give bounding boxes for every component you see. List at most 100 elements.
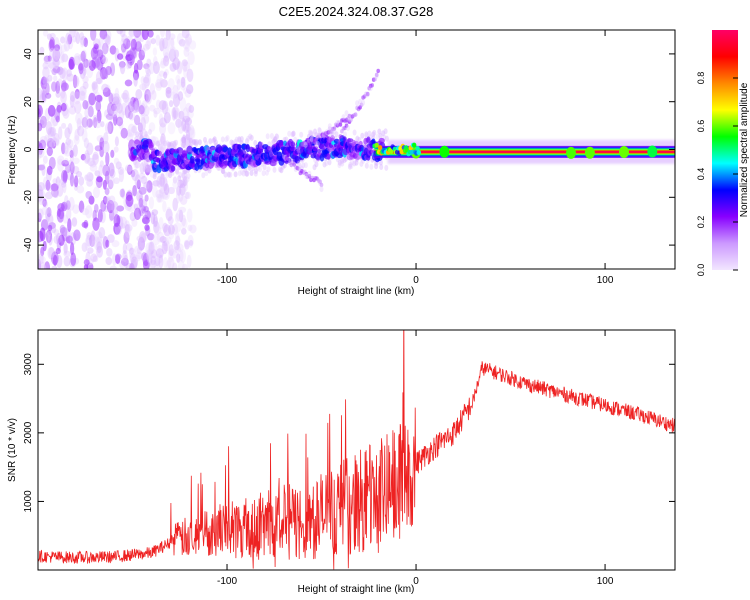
snr-y-ticks: 1000 2000 3000 [23, 353, 675, 513]
spectrogram-blob [73, 229, 81, 241]
spectrogram-blob [158, 100, 167, 111]
spectrogram-blob [303, 141, 308, 148]
spectrogram-blob [152, 61, 160, 75]
spectrogram-blob [273, 136, 278, 143]
spectrogram-blob [63, 243, 68, 254]
spectrogram-blob [312, 145, 319, 152]
spectrogram-blob [245, 170, 249, 177]
spectrogram-blob [144, 66, 150, 75]
spectrogram-blob [174, 139, 179, 146]
spectrogram-blob [153, 259, 160, 269]
spectrogram-blob [68, 105, 77, 115]
spectrogram-blob [154, 257, 161, 267]
spectrogram-blob [197, 164, 203, 170]
spectrogram-blob [72, 74, 78, 89]
spectrogram-blob [187, 234, 194, 248]
spectrogram-blob [136, 235, 144, 242]
spectrogram-blob [159, 122, 167, 136]
spectrogram-blob [372, 129, 377, 136]
spectrogram-blob [152, 173, 157, 180]
spectrogram-blob [194, 139, 199, 146]
spectrogram-blob [214, 139, 218, 146]
spectrogram-blob [91, 81, 98, 90]
chart-title: C2E5.2024.324.08.37.G28 [279, 4, 434, 19]
spectrogram-blob [165, 86, 172, 94]
spectrogram-blob [188, 129, 195, 139]
spectrogram-blob [47, 130, 56, 143]
spectrogram-blob [113, 214, 121, 228]
spectrogram-blob [353, 112, 358, 117]
spectrogram-blob [370, 83, 375, 88]
spectrogram-blob [94, 231, 103, 243]
spectrogram-blob [185, 33, 192, 46]
spectrogram-blob [237, 137, 242, 143]
spectrogram-blob [159, 235, 167, 243]
spectrogram-blob [141, 161, 146, 167]
spectrogram-blob [355, 100, 360, 107]
spectrogram-blob [128, 247, 136, 259]
spectrogram-blob [179, 183, 186, 196]
spectrogram-blob [46, 33, 53, 41]
spectrogram-blob [139, 162, 145, 174]
spectrogram-blob [171, 107, 177, 121]
spectrogram-blob [53, 229, 60, 236]
spectrogram-blob [38, 104, 43, 118]
spectrogram-blob [167, 38, 175, 50]
spectrogram-blob [125, 194, 134, 207]
spectrogram-blob [56, 155, 65, 166]
spectrogram-blob [65, 32, 71, 45]
spectrogram-blob [165, 171, 170, 179]
spectrogram-blob [184, 43, 191, 52]
colorbar-tick-label: 0.6 [696, 120, 706, 133]
spectrogram-blob [155, 81, 163, 89]
spectrogram-blob [155, 34, 161, 46]
spectrogram-blob [208, 137, 213, 144]
spectrogram-blob [140, 116, 146, 131]
spectrogram-blob [86, 142, 94, 156]
spectrogram-blob [176, 32, 184, 45]
spectrogram-blob [62, 170, 68, 184]
spectrogram-blob [349, 117, 353, 122]
spectrogram-blob [45, 82, 50, 96]
spectrogram-blob [155, 189, 163, 199]
spectrogram-blob [128, 30, 137, 37]
spectrogram-blob [182, 168, 187, 175]
spectrogram-blob [45, 179, 51, 191]
spectrogram-blob [168, 172, 173, 179]
spectrogram-blob [152, 233, 161, 245]
spectrogram-blob [374, 72, 379, 79]
spectrogram-blob [130, 256, 139, 269]
spectrogram-blob [182, 60, 188, 73]
spectrogram-blob [44, 92, 52, 99]
spectrogram-blob [78, 62, 84, 75]
spectrogram-blob [138, 197, 144, 208]
spectrogram-blob [126, 129, 133, 138]
spectrogram-blob [38, 189, 45, 200]
spectrogram-blob [253, 170, 258, 177]
spectrogram-blob [159, 189, 166, 198]
spectrogram-blob [86, 171, 94, 182]
spectrogram-blob [176, 185, 182, 196]
spectrogram-blob [114, 225, 121, 235]
spectrogram-blob [42, 155, 48, 164]
spectrogram-blob [180, 136, 187, 144]
spectrogram-blob [148, 141, 154, 151]
spectrogram-blob [165, 89, 172, 98]
colorbar-label: Normalized spectral amplitude [739, 82, 750, 217]
spectrogram-blob [153, 214, 158, 228]
spectrogram-blob [143, 74, 150, 89]
spectrogram-blob [62, 180, 67, 194]
spectrogram-blob [113, 177, 120, 185]
spectrogram-blob [234, 136, 239, 143]
spectrogram-blob [151, 209, 159, 216]
spectrogram-blob [307, 174, 312, 179]
spectrogram-blob [72, 157, 80, 165]
spectrogram-blob [79, 37, 85, 48]
spectrogram-blob [40, 246, 45, 257]
spectrogram-blob [95, 70, 103, 85]
spectrogram-blob [114, 96, 122, 107]
spectrogram-blob [352, 129, 357, 136]
spectrogram-blob [145, 242, 152, 256]
spectrogram-blob [180, 141, 185, 148]
spectrogram-blob [134, 161, 141, 169]
